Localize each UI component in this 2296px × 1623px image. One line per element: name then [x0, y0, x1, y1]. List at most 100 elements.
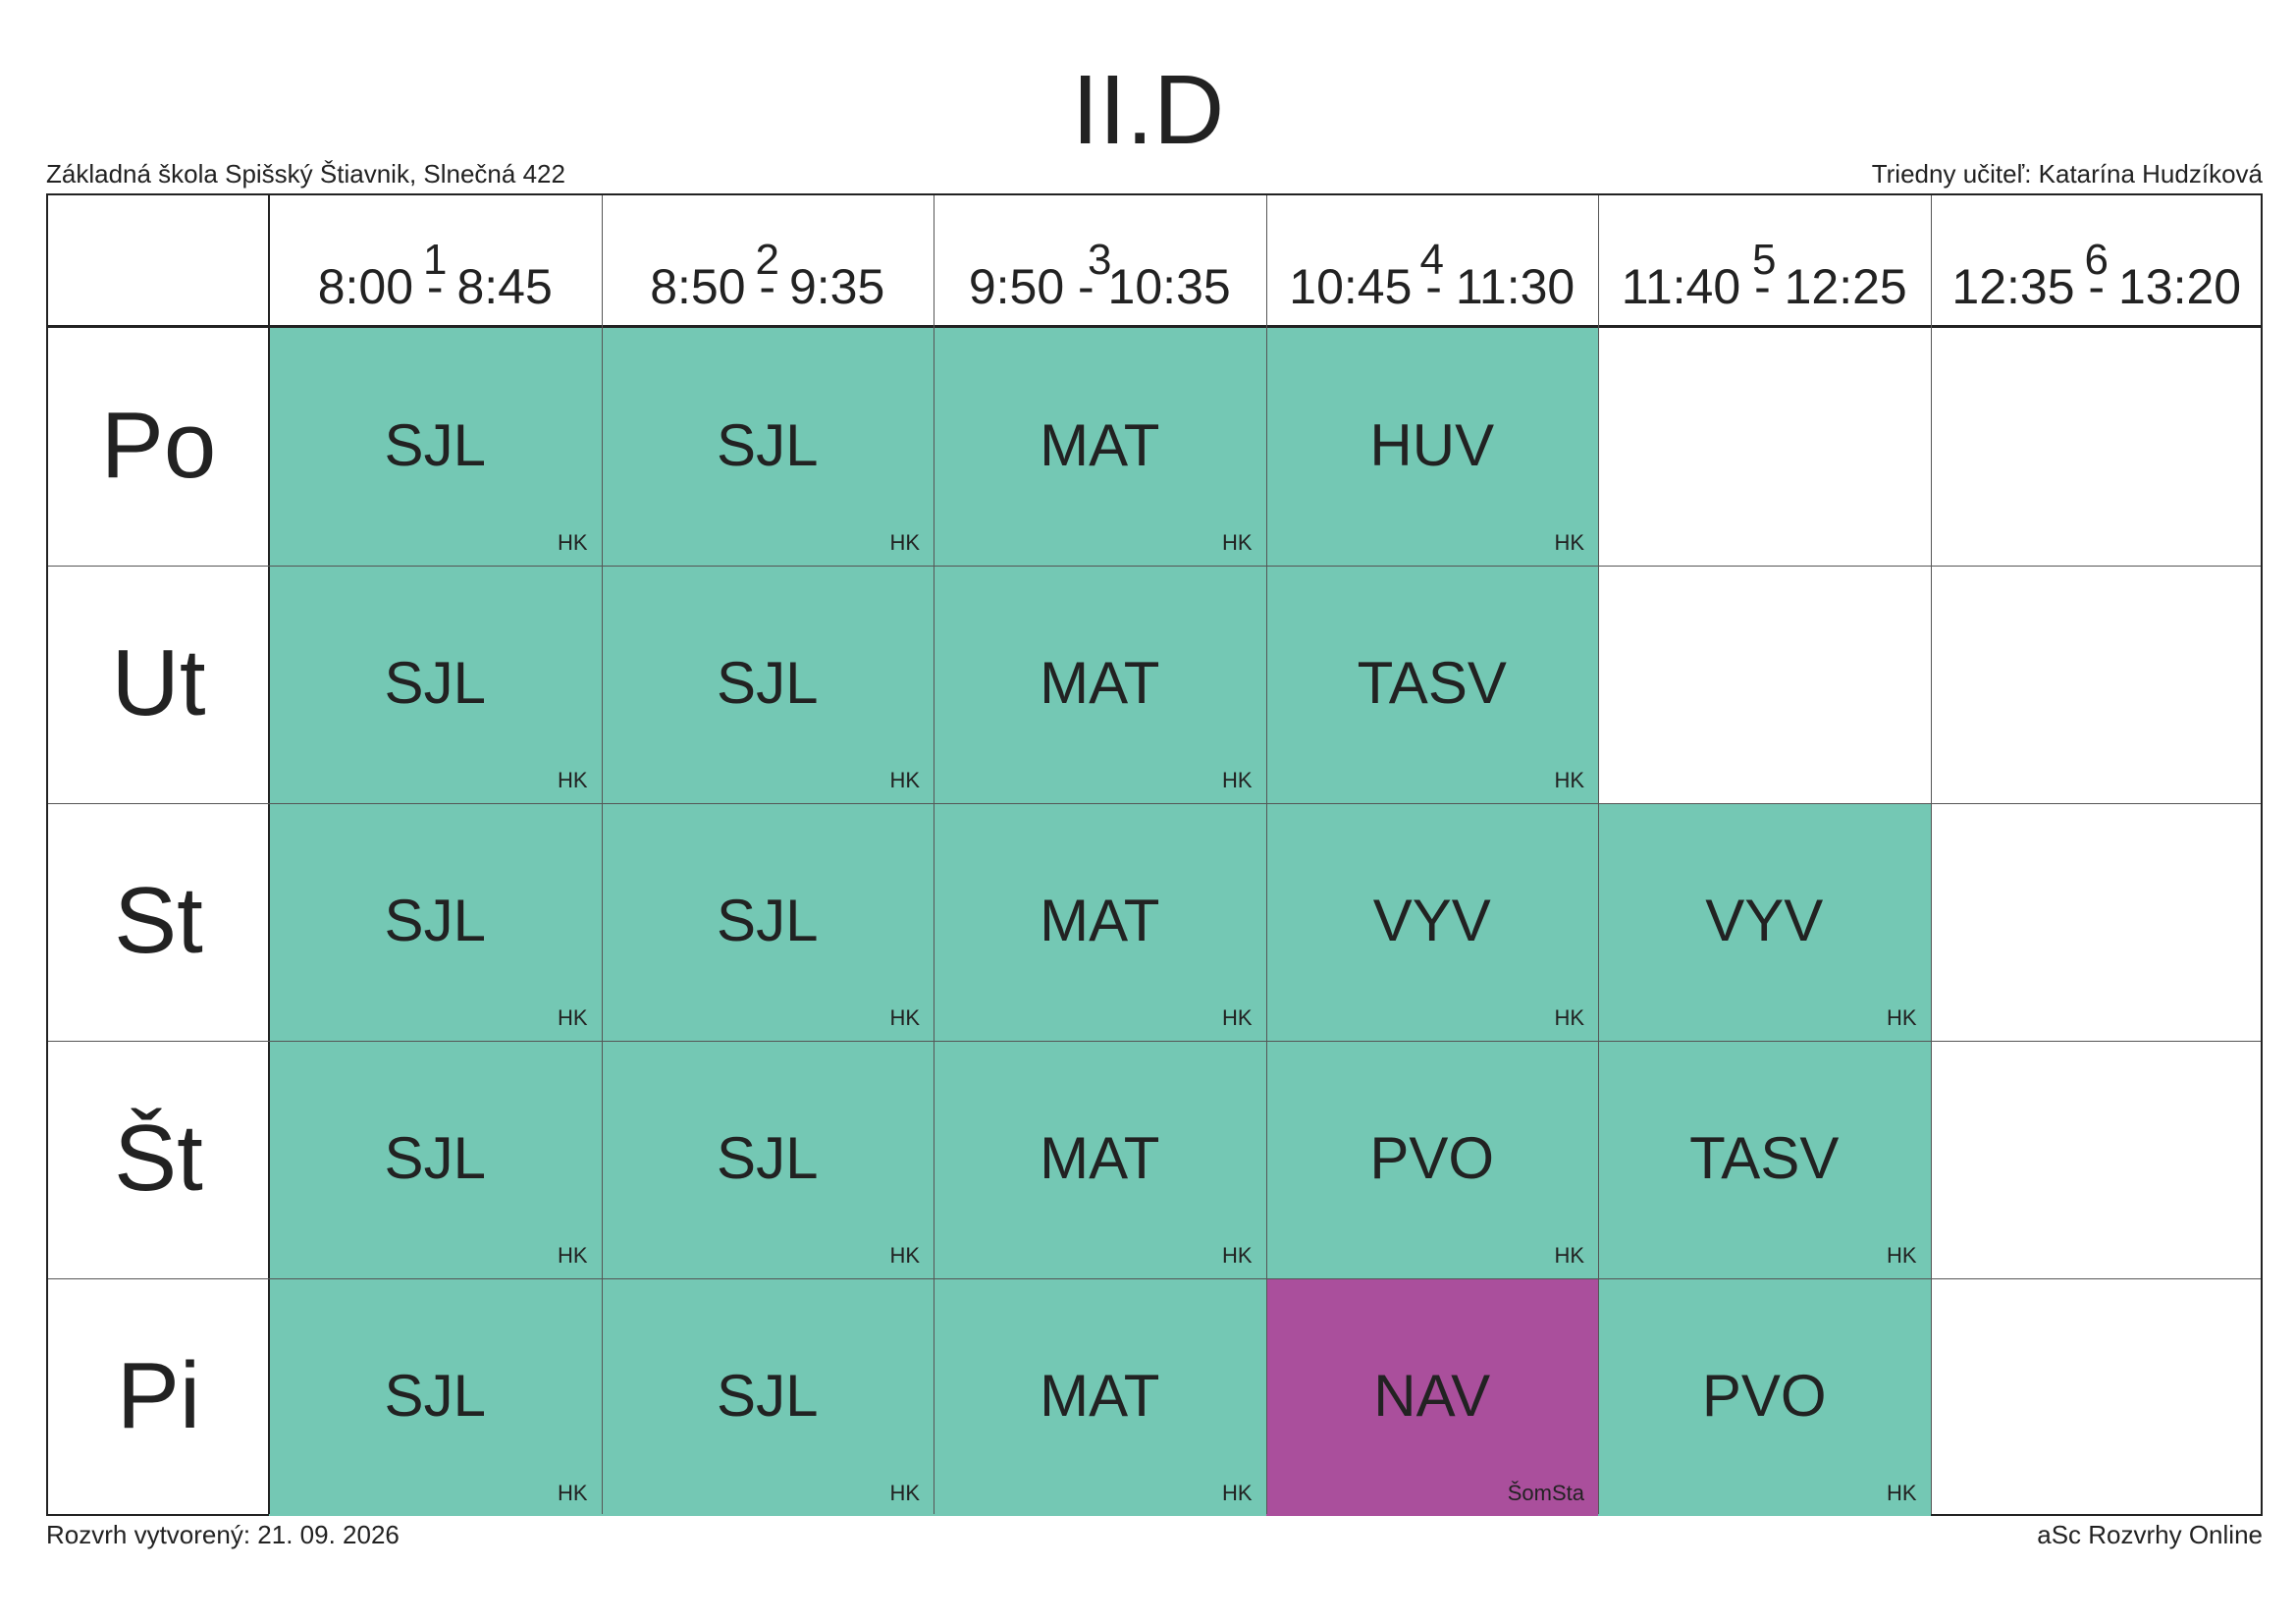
- lesson-subject: PVO: [1369, 1125, 1495, 1191]
- lesson-subject: TASV: [1689, 1125, 1840, 1191]
- lesson-cell[interactable]: MAT HK: [934, 566, 1266, 803]
- lesson-cell[interactable]: MAT HK: [934, 328, 1266, 566]
- lesson-teacher: HK: [1221, 1481, 1253, 1505]
- lesson-cell[interactable]: SJL HK: [269, 328, 602, 566]
- lesson-subject: MAT: [1040, 1125, 1160, 1191]
- lesson-cell[interactable]: HUV HK: [1265, 328, 1598, 566]
- lesson-subject: MAT: [1040, 1363, 1160, 1429]
- lesson-cell[interactable]: MAT HK: [934, 803, 1266, 1041]
- period-time: 10:45 - 11:30: [1289, 259, 1575, 314]
- lesson-subject: SJL: [384, 650, 486, 716]
- lesson-cell[interactable]: MAT HK: [934, 1041, 1266, 1278]
- period-header: 1 8:00 - 8:45: [269, 195, 602, 325]
- lesson-subject: SJL: [384, 1125, 486, 1191]
- lesson-teacher: HK: [1221, 1243, 1253, 1268]
- lesson-cell[interactable]: VYV HK: [1598, 803, 1931, 1041]
- lesson-subject: SJL: [384, 888, 486, 953]
- lesson-cell[interactable]: SJL HK: [601, 1041, 934, 1278]
- brand-label: aSc Rozvrhy Online: [2037, 1520, 2263, 1549]
- lesson-teacher: HK: [889, 530, 920, 555]
- lesson-subject: SJL: [717, 412, 819, 478]
- period-number: 4: [1419, 236, 1444, 284]
- grid-line: [601, 195, 603, 1514]
- lesson-subject: NAV: [1373, 1363, 1491, 1429]
- day-label: Ut: [111, 630, 206, 735]
- header-divider: [48, 325, 269, 328]
- lesson-subject: SJL: [384, 412, 486, 478]
- lesson-teacher: HK: [1554, 1005, 1584, 1030]
- lesson-teacher: HK: [557, 768, 588, 792]
- lesson-teacher: HK: [1886, 1243, 1917, 1268]
- lesson-subject: MAT: [1040, 650, 1160, 716]
- created-date: Rozvrh vytvorený: 21. 09. 2026: [46, 1520, 400, 1549]
- class-teacher: Triedny učiteľ: Katarína Hudzíková: [1871, 159, 2263, 189]
- lesson-teacher: HK: [1554, 530, 1584, 555]
- class-title: II.D: [1071, 55, 1225, 165]
- lesson-teacher: HK: [1886, 1005, 1917, 1030]
- lesson-subject: SJL: [717, 1363, 819, 1429]
- day-label: Pi: [116, 1343, 201, 1448]
- lesson-teacher: HK: [1221, 1005, 1253, 1030]
- period-number: 2: [755, 236, 779, 284]
- lesson-teacher: ŠomSta: [1507, 1481, 1584, 1505]
- lesson-teacher: HK: [889, 768, 920, 792]
- lesson-teacher: HK: [1886, 1481, 1917, 1505]
- lesson-subject: SJL: [717, 1125, 819, 1191]
- grid-line: [48, 1041, 2261, 1042]
- lesson-teacher: HK: [1221, 530, 1253, 555]
- lesson-cell[interactable]: PVO HK: [1265, 1041, 1598, 1278]
- lesson-subject: VYV: [1372, 888, 1491, 953]
- lesson-cell[interactable]: TASV HK: [1265, 566, 1598, 803]
- lesson-subject: MAT: [1040, 888, 1160, 953]
- lesson-cell[interactable]: MAT HK: [934, 1278, 1266, 1516]
- lesson-subject: HUV: [1369, 412, 1495, 478]
- lesson-teacher: HK: [1221, 768, 1253, 792]
- lesson-cell[interactable]: TASV HK: [1598, 1041, 1931, 1278]
- lesson-teacher: HK: [557, 1005, 588, 1030]
- lesson-cell[interactable]: SJL HK: [269, 1041, 602, 1278]
- lesson-cell[interactable]: SJL HK: [269, 566, 602, 803]
- lesson-cell[interactable]: SJL HK: [601, 566, 934, 803]
- lesson-teacher: HK: [557, 1243, 588, 1268]
- lesson-cell[interactable]: VYV HK: [1265, 803, 1598, 1041]
- period-number: 5: [1752, 236, 1777, 284]
- grid-line: [1598, 195, 1599, 1514]
- lesson-cell[interactable]: PVO HK: [1598, 1278, 1931, 1516]
- day-label: St: [114, 868, 203, 973]
- period-number: 1: [423, 236, 448, 284]
- period-time: 8:50 - 9:35: [650, 259, 885, 314]
- lesson-cell[interactable]: SJL HK: [269, 803, 602, 1041]
- lesson-teacher: HK: [889, 1481, 920, 1505]
- day-label: Po: [100, 393, 217, 498]
- grid-line: [1930, 195, 1932, 1514]
- lesson-cell[interactable]: NAV ŠomSta: [1265, 1278, 1598, 1516]
- grid-line: [268, 195, 270, 1514]
- period-header: 5 11:40 - 12:25: [1598, 195, 1931, 325]
- period-time: 8:00 - 8:45: [317, 259, 553, 314]
- period-header: 2 8:50 - 9:35: [602, 195, 934, 325]
- period-header: 3 9:50 - 10:35: [934, 195, 1266, 325]
- lesson-subject: MAT: [1040, 412, 1160, 478]
- lesson-teacher: HK: [557, 1481, 588, 1505]
- lesson-subject: PVO: [1701, 1363, 1827, 1429]
- grid-line: [48, 803, 2261, 804]
- lesson-subject: VYV: [1705, 888, 1824, 953]
- period-header: 6 12:35 - 13:20: [1931, 195, 2264, 325]
- day-label: Št: [114, 1106, 203, 1211]
- period-number: 3: [1088, 236, 1112, 284]
- lesson-subject: TASV: [1357, 650, 1507, 716]
- lesson-teacher: HK: [889, 1243, 920, 1268]
- lesson-subject: SJL: [384, 1363, 486, 1429]
- lesson-cell[interactable]: SJL HK: [601, 803, 934, 1041]
- school-name: Základná škola Spišský Štiavnik, Slnečná…: [46, 159, 565, 189]
- period-time: 12:35 - 13:20: [1951, 259, 2242, 314]
- lesson-subject: SJL: [717, 888, 819, 953]
- lesson-cell[interactable]: SJL HK: [601, 1278, 934, 1516]
- lesson-teacher: HK: [889, 1005, 920, 1030]
- grid-line: [48, 1278, 2261, 1279]
- grid-line: [48, 566, 2261, 567]
- lesson-cell[interactable]: SJL HK: [269, 1278, 602, 1516]
- period-time: 9:50 - 10:35: [968, 259, 1231, 314]
- lesson-cell[interactable]: SJL HK: [601, 328, 934, 566]
- grid-line: [1265, 195, 1267, 1514]
